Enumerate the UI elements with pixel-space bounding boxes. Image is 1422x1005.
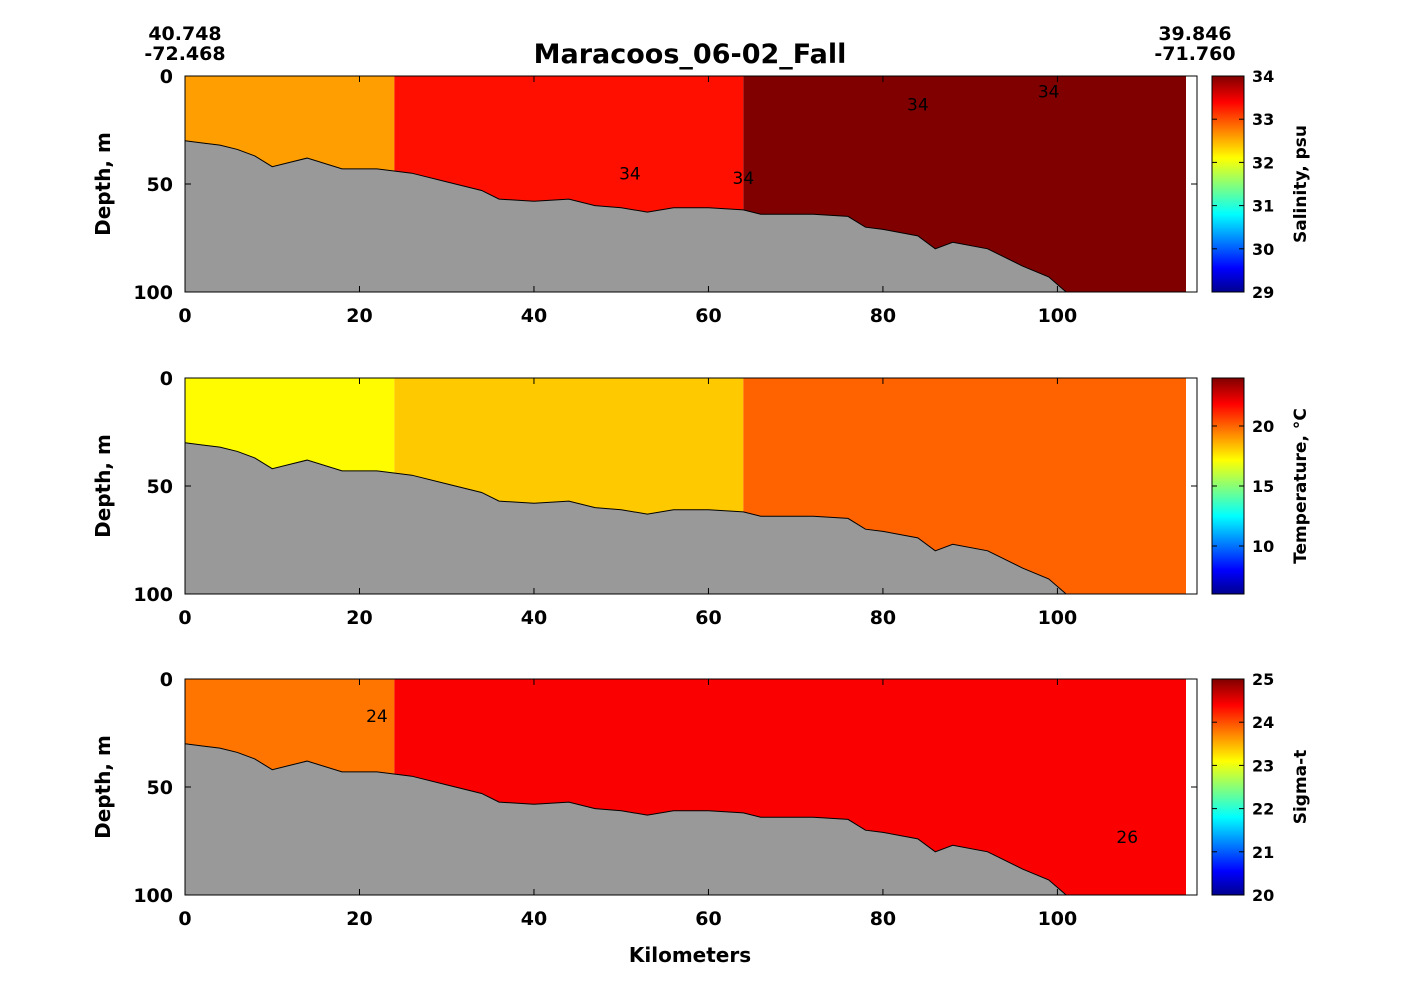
y-tick-label: 50 — [147, 174, 173, 196]
colorbar — [1211, 75, 1245, 293]
data-field — [185, 76, 1186, 292]
contour-label: 34 — [733, 169, 755, 189]
colorbar-tick-label: 20 — [1252, 417, 1274, 436]
x-tick-label: 0 — [178, 908, 191, 930]
colorbar-label: Temperature, °C — [1291, 408, 1311, 564]
colorbar-tick-label: 34 — [1252, 67, 1274, 86]
y-axis-label: Depth, m — [91, 735, 115, 839]
colorbar — [1211, 678, 1245, 896]
x-tick-label: 80 — [870, 908, 896, 930]
colorbar-tick-label: 23 — [1252, 756, 1274, 775]
y-axis-label: Depth, m — [91, 132, 115, 236]
x-tick-label: 40 — [521, 908, 547, 930]
colorbar-tick-label: 29 — [1252, 283, 1274, 302]
x-tick-label: 60 — [695, 607, 721, 629]
seafloor-outline — [184, 140, 1067, 293]
colorbar-tick-label: 31 — [1252, 197, 1274, 216]
figure-title: Maracoos_06-02_Fall — [534, 39, 847, 70]
seafloor-outline — [184, 743, 1067, 896]
start-longitude: -72.468 — [144, 43, 225, 65]
x-tick-label: 80 — [870, 305, 896, 327]
y-tick-label: 50 — [147, 777, 173, 799]
colorbar-tick-label: 10 — [1252, 537, 1274, 556]
x-tick-label: 100 — [1038, 305, 1078, 327]
colorbar-tick-label: 15 — [1252, 477, 1274, 496]
colorbar-tick-label: 20 — [1252, 886, 1274, 905]
colorbar-tick-label: 33 — [1252, 110, 1274, 129]
colorbar-tick-label: 22 — [1252, 800, 1274, 819]
contour-label: 34 — [1038, 83, 1060, 103]
x-tick-label: 0 — [178, 305, 191, 327]
end-longitude: -71.760 — [1154, 43, 1235, 65]
y-axis-label: Depth, m — [91, 434, 115, 538]
colorbar-tick-label: 21 — [1252, 843, 1274, 862]
y-tick-label: 100 — [133, 584, 173, 606]
x-tick-label: 20 — [346, 908, 372, 930]
x-tick-label: 80 — [870, 607, 896, 629]
seafloor — [185, 140, 1067, 292]
y-tick-label: 0 — [160, 66, 173, 88]
x-tick-label: 60 — [695, 305, 721, 327]
x-tick-label: 100 — [1038, 908, 1078, 930]
end-latitude: 39.846 — [1158, 23, 1231, 45]
colorbar-label: Salinity, psu — [1291, 125, 1311, 243]
x-tick-label: 0 — [178, 607, 191, 629]
colorbar-tick-label: 25 — [1252, 670, 1274, 689]
seafloor — [185, 743, 1067, 895]
contour-label: 24 — [366, 707, 388, 727]
colorbar-label: Sigma-t — [1291, 750, 1311, 825]
contour-label: 26 — [1116, 828, 1138, 848]
seafloor — [185, 442, 1067, 594]
x-tick-label: 40 — [521, 607, 547, 629]
y-tick-label: 50 — [147, 476, 173, 498]
seafloor-outline — [184, 442, 1067, 595]
y-tick-label: 0 — [160, 669, 173, 691]
colorbar-tick-label: 24 — [1252, 713, 1274, 732]
contour-label: 34 — [619, 165, 641, 185]
colorbar-tick-label: 30 — [1252, 240, 1274, 259]
x-tick-label: 40 — [521, 305, 547, 327]
x-tick-label: 20 — [346, 305, 372, 327]
y-tick-label: 0 — [160, 368, 173, 390]
colorbar-tick-label: 32 — [1252, 153, 1274, 172]
x-tick-label: 60 — [695, 908, 721, 930]
contour-label: 34 — [907, 96, 929, 116]
x-tick-label: 20 — [346, 607, 372, 629]
start-latitude: 40.748 — [148, 23, 221, 45]
y-tick-label: 100 — [133, 885, 173, 907]
y-tick-label: 100 — [133, 282, 173, 304]
x-tick-label: 100 — [1038, 607, 1078, 629]
x-axis-label: Kilometers — [629, 943, 751, 967]
